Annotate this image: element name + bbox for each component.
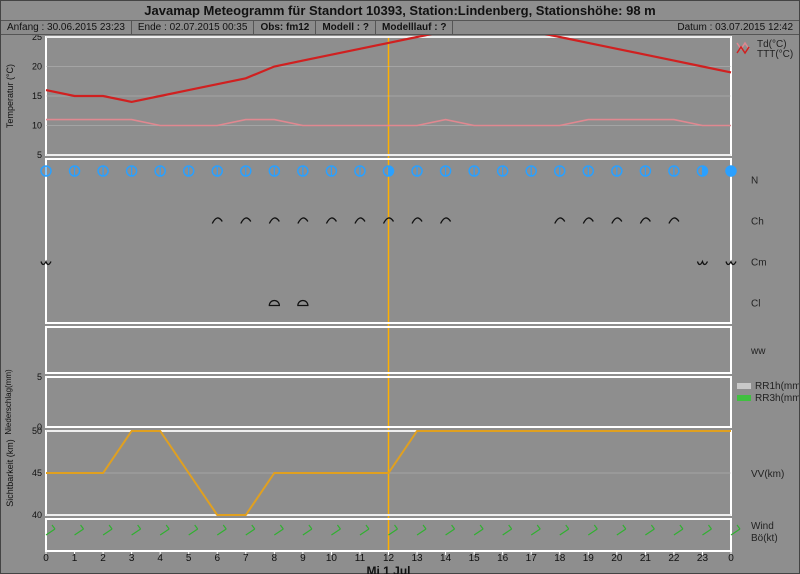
svg-text:50: 50 bbox=[32, 426, 42, 436]
svg-text:5: 5 bbox=[37, 372, 42, 382]
svg-text:18: 18 bbox=[554, 553, 566, 564]
info-modelllauf: Modelllauf : ? bbox=[376, 21, 453, 34]
svg-text:2: 2 bbox=[100, 553, 106, 564]
svg-text:Sichtbarkeit (km): Sichtbarkeit (km) bbox=[5, 439, 15, 507]
info-datum: Datum : 03.07.2015 12:42 bbox=[671, 21, 799, 34]
svg-text:15: 15 bbox=[32, 91, 42, 101]
svg-text:10: 10 bbox=[326, 553, 338, 564]
svg-text:5: 5 bbox=[37, 150, 42, 160]
svg-text:RR3h(mm): RR3h(mm) bbox=[755, 393, 799, 404]
info-bar: Anfang : 30.06.2015 23:23 Ende : 02.07.2… bbox=[1, 20, 799, 35]
svg-text:VV(km): VV(km) bbox=[751, 469, 784, 480]
svg-text:N: N bbox=[751, 176, 758, 187]
svg-text:15: 15 bbox=[469, 553, 481, 564]
svg-text:4: 4 bbox=[157, 553, 163, 564]
svg-text:ww: ww bbox=[750, 346, 766, 357]
info-ende: Ende : 02.07.2015 00:35 bbox=[132, 21, 255, 34]
svg-text:7: 7 bbox=[243, 553, 249, 564]
svg-text:16: 16 bbox=[497, 553, 509, 564]
svg-text:12: 12 bbox=[383, 553, 395, 564]
svg-text:9: 9 bbox=[300, 553, 306, 564]
info-anfang: Anfang : 30.06.2015 23:23 bbox=[1, 21, 132, 34]
svg-text:Wind: Wind bbox=[751, 521, 774, 532]
meteogram-frame: Javamap Meteogramm für Standort 10393, S… bbox=[0, 0, 800, 574]
svg-text:Temperatur (°C): Temperatur (°C) bbox=[5, 64, 15, 128]
chart-title: Javamap Meteogramm für Standort 10393, S… bbox=[1, 1, 799, 20]
svg-text:6: 6 bbox=[214, 553, 220, 564]
svg-text:19: 19 bbox=[583, 553, 595, 564]
svg-text:Cm: Cm bbox=[751, 258, 767, 269]
svg-text:1: 1 bbox=[72, 553, 78, 564]
svg-text:8: 8 bbox=[272, 553, 278, 564]
svg-text:25: 25 bbox=[32, 35, 42, 42]
svg-text:11: 11 bbox=[355, 553, 366, 564]
svg-text:17: 17 bbox=[526, 553, 538, 564]
svg-text:21: 21 bbox=[640, 553, 652, 564]
svg-text:10: 10 bbox=[32, 121, 42, 131]
info-obs: Obs: fm12 bbox=[254, 21, 316, 34]
svg-text:14: 14 bbox=[440, 553, 452, 564]
svg-text:13: 13 bbox=[411, 553, 423, 564]
svg-text:Cl: Cl bbox=[751, 299, 760, 310]
svg-text:22: 22 bbox=[668, 553, 680, 564]
svg-text:20: 20 bbox=[611, 553, 623, 564]
x-date-label: Mi 1 Jul bbox=[366, 564, 410, 574]
svg-text:TTT(°C): TTT(°C) bbox=[757, 49, 793, 60]
svg-text:0: 0 bbox=[728, 553, 734, 564]
svg-text:3: 3 bbox=[129, 553, 135, 564]
svg-text:Niederschlag(mm): Niederschlag(mm) bbox=[4, 369, 13, 435]
info-modell: Modell : ? bbox=[316, 21, 376, 34]
svg-text:Bö(kt): Bö(kt) bbox=[751, 533, 778, 544]
svg-text:0: 0 bbox=[43, 553, 49, 564]
svg-text:RR1h(mm): RR1h(mm) bbox=[755, 381, 799, 392]
svg-text:20: 20 bbox=[32, 62, 42, 72]
svg-text:40: 40 bbox=[32, 510, 42, 520]
meteogram-svg: 510152025Temperatur (°C)Td(°C)TTT(°C)NCh… bbox=[1, 35, 799, 574]
svg-text:5: 5 bbox=[186, 553, 192, 564]
svg-text:23: 23 bbox=[697, 553, 709, 564]
svg-text:Ch: Ch bbox=[751, 217, 764, 228]
svg-text:45: 45 bbox=[32, 468, 42, 478]
